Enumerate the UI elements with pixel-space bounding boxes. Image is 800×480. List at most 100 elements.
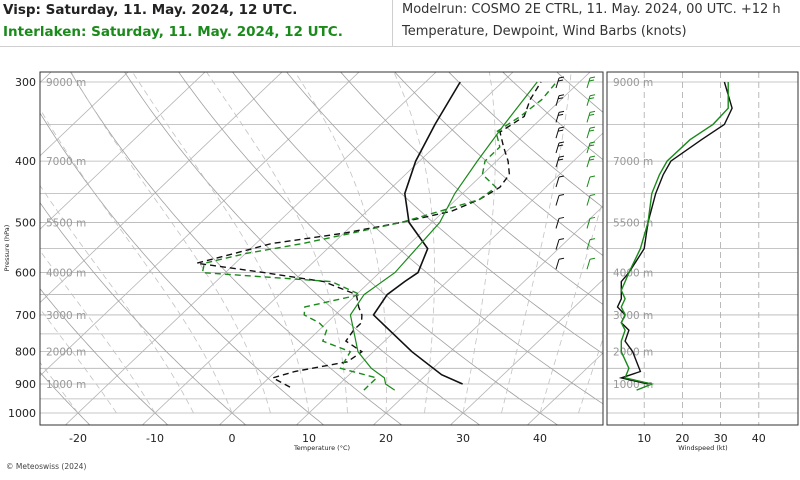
y-tick-label: 1000: [8, 407, 36, 420]
moist-adiabat-line: [40, 361, 79, 414]
wind-barb: [586, 95, 591, 106]
moist-adiabat-line: [206, 72, 348, 414]
station2-title: Interlaken: Saturday, 11. May. 2024, 12 …: [3, 24, 343, 40]
x-tick-label: 20: [379, 432, 393, 445]
visp-dewpoint-line: [196, 81, 542, 388]
y-tick-label: 400: [15, 155, 36, 168]
height-label: 3000 m: [613, 310, 653, 322]
isotherm-line: [603, 63, 800, 426]
dry-adiabat-line: [286, 72, 603, 355]
wind-barb-flag: [558, 110, 565, 113]
moist-adiabat-line: [393, 72, 435, 414]
wind-barb: [555, 127, 560, 139]
wind-barb: [555, 176, 560, 188]
dry-adiabat-line: [70, 72, 403, 425]
model-run-label: Modelrun: COSMO 2E CTRL, 11. May. 2024, …: [402, 2, 781, 17]
axis-labels: -20 -10 0 10 20 30 40 10 20 30 40 300 400 500 600 700 80…: [3, 76, 766, 452]
moist-adiabat-line: [40, 108, 233, 414]
dry-adiabat-line: [178, 72, 559, 425]
wind-barb: [586, 195, 591, 206]
height-label: 5500 m: [613, 217, 653, 229]
wind-barb-flag: [589, 216, 596, 219]
dry-adiabat-line: [40, 112, 325, 425]
height-label: 1000 m: [46, 379, 86, 391]
isotherm-line: [372, 205, 603, 425]
y-tick-label: 500: [15, 216, 36, 229]
isotherm-line: [526, 352, 603, 425]
wind-barb-flag: [558, 144, 564, 147]
wind-barb-flag: [558, 257, 565, 260]
windspeed-tick-label: 10: [637, 432, 651, 445]
wind-barb: [555, 239, 560, 250]
wind-barb-flag: [558, 175, 565, 178]
dry-adiabat-line: [502, 72, 603, 161]
wind-barb-flag: [589, 141, 596, 144]
wind-barb-flag: [589, 155, 596, 158]
wind-barb-flag: [558, 238, 565, 241]
x-tick-label: 10: [302, 432, 316, 445]
wind-barb-flag: [589, 97, 595, 100]
dry-adiabat-line: [394, 72, 603, 257]
wind-barb-flag: [589, 175, 596, 178]
moist-adiabat-line: [294, 72, 388, 414]
x-tick-label: 40: [533, 432, 547, 445]
isotherm-line: [40, 72, 206, 230]
height-label: 7000 m: [46, 156, 86, 168]
y-tick-label: 300: [15, 76, 36, 89]
header-separator: [0, 46, 800, 47]
wind-barb: [555, 156, 560, 168]
moist-adiabat-line: [40, 249, 156, 414]
visp-temperature-line: [372, 81, 463, 385]
x-tick-label: -20: [69, 432, 87, 445]
wind-barb-flag: [558, 94, 565, 97]
wind-barb: [555, 195, 560, 206]
dry-adiabat-line: [556, 72, 603, 113]
interlaken-windspeed-line: [620, 82, 729, 391]
y-tick-label: 700: [15, 309, 36, 322]
wind-barb-flag: [589, 113, 595, 116]
height-label: 2000 m: [46, 347, 86, 359]
wind-barb: [586, 112, 591, 123]
dry-adiabat-line: [340, 72, 603, 305]
moist-adiabat-line: [462, 72, 496, 414]
windspeed-axis-title: Windspeed (kt): [678, 444, 727, 452]
height-label: 4000 m: [613, 268, 653, 280]
x-tick-label: 30: [456, 432, 470, 445]
wind-barb-flag: [558, 97, 564, 100]
wind-barb-flag: [558, 141, 565, 144]
height-label: 9000 m: [613, 77, 653, 89]
visp-windspeed-line: [616, 81, 733, 385]
dry-adiabat-line: [601, 63, 800, 426]
wind-frame: [606, 71, 799, 426]
moist-adiabat-line: [40, 308, 117, 414]
dry-adiabat-line: [40, 288, 169, 425]
interlaken-temperature-line: [349, 81, 538, 391]
isotherm-line: [64, 72, 437, 425]
isotherm-line: [295, 132, 603, 425]
wind-barb: [555, 112, 560, 123]
windspeed-tick-label: 20: [675, 432, 689, 445]
x-tick-label: -10: [146, 432, 164, 445]
wind-barb-flag: [558, 76, 565, 79]
wind-barb: [555, 95, 560, 106]
wind-barb: [555, 218, 560, 229]
dry-adiabat-line: [124, 72, 481, 425]
wind-barb-flag: [589, 79, 595, 82]
moist-adiabat-line: [40, 184, 194, 414]
height-label: 3000 m: [46, 310, 86, 322]
wind-barb-flag: [558, 194, 565, 197]
height-label: 9000 m: [46, 77, 86, 89]
isotherm-line: [449, 279, 603, 425]
wind-barb-flag: [589, 238, 596, 241]
wind-barb-flag: [558, 158, 564, 161]
dry-adiabat-line: [40, 371, 91, 425]
wind-barb: [586, 156, 591, 168]
interlaken-dewpoint-line: [201, 81, 558, 391]
wind-barb-flag: [589, 126, 596, 129]
wind-barb-flag: [589, 158, 595, 161]
header-divider: [392, 0, 393, 46]
wind-barb: [555, 77, 560, 89]
wind-barb-flag: [558, 129, 564, 132]
wind-barb-flag: [558, 126, 565, 129]
windspeed-tick-label: 40: [752, 432, 766, 445]
